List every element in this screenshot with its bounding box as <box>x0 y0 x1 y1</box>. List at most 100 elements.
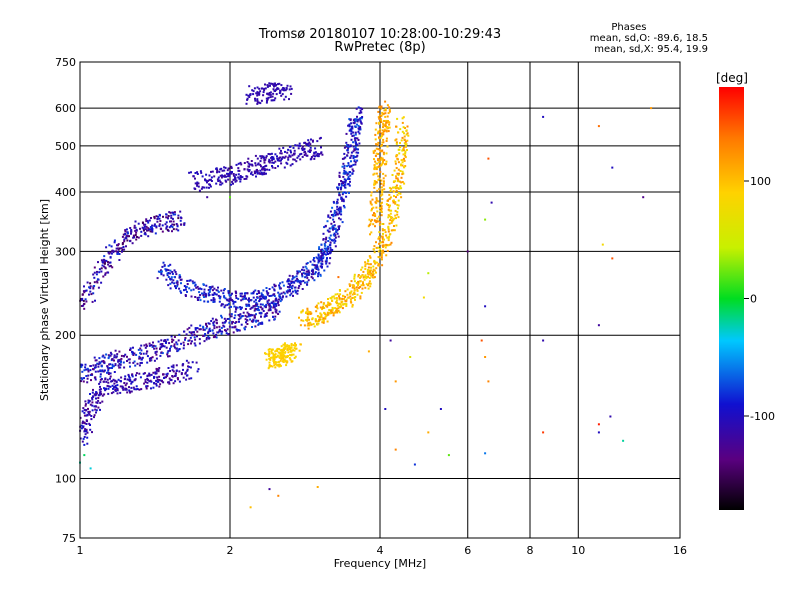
echo-point <box>191 280 194 283</box>
echo-point <box>296 279 299 282</box>
echo-point <box>274 284 277 287</box>
echo-point <box>354 125 357 128</box>
echo-point <box>346 293 349 296</box>
echo-point <box>355 151 358 154</box>
echo-point <box>162 215 164 218</box>
echo-point <box>210 320 213 322</box>
echo-point <box>364 263 367 266</box>
echo-point <box>224 166 227 169</box>
echo-point <box>404 127 406 129</box>
echo-point <box>342 175 345 178</box>
echo-point <box>182 341 185 344</box>
echo-point <box>167 367 170 369</box>
echo-point <box>291 287 293 290</box>
echo-point <box>320 301 323 304</box>
echo-point <box>96 362 99 365</box>
echo-point <box>167 269 170 272</box>
echo-point <box>378 256 381 259</box>
echo-point <box>331 307 334 310</box>
echo-point <box>299 324 302 327</box>
echo-point <box>377 141 380 144</box>
echo-point <box>276 355 279 358</box>
echo-point <box>376 143 379 146</box>
echo-point <box>107 385 110 388</box>
echo-point <box>359 109 362 112</box>
echo-point <box>257 101 260 104</box>
echo-point <box>283 89 285 92</box>
echo-point <box>350 160 352 163</box>
echo-point <box>175 228 178 231</box>
echo-point <box>259 160 262 163</box>
echo-point <box>228 325 231 328</box>
echo-point <box>345 132 348 135</box>
echo-point <box>304 265 307 268</box>
echo-point <box>373 212 375 215</box>
echo-point <box>388 206 391 209</box>
echo-point <box>325 262 328 265</box>
echo-point <box>128 361 131 364</box>
echo-point <box>382 151 385 154</box>
echo-point <box>92 273 95 276</box>
echo-point <box>264 83 266 86</box>
echo-point <box>241 295 244 298</box>
echo-point <box>176 281 179 284</box>
echo-point <box>341 199 344 202</box>
echo-point <box>193 336 196 339</box>
echo-point <box>198 189 201 192</box>
echo-point <box>135 238 138 241</box>
echo-point <box>82 437 85 440</box>
echo-point <box>381 228 384 231</box>
echo-point <box>347 296 350 299</box>
echo-point <box>265 296 267 299</box>
echo-point <box>285 364 288 367</box>
echo-point <box>337 309 340 312</box>
echo-point <box>94 299 96 302</box>
echo-point <box>338 194 341 197</box>
echo-point <box>317 315 320 318</box>
echo-point <box>309 323 312 326</box>
echo-point <box>259 155 262 158</box>
echo-point <box>273 99 276 102</box>
echo-point <box>380 252 383 255</box>
echo-point <box>143 344 146 347</box>
echo-point <box>93 416 95 419</box>
echo-point <box>321 321 324 324</box>
echo-point <box>246 319 249 322</box>
echo-point <box>309 143 312 146</box>
echo-point <box>376 210 379 213</box>
echo-point <box>335 297 338 299</box>
echo-point <box>249 314 252 317</box>
echo-point <box>158 224 161 227</box>
echo-point <box>395 142 398 145</box>
echo-point <box>309 260 312 263</box>
echo-point <box>145 345 148 348</box>
echo-point <box>130 229 133 231</box>
echo-point <box>266 92 269 95</box>
echo-point <box>121 242 124 244</box>
echo-point <box>329 234 332 237</box>
echo-point <box>171 375 174 378</box>
echo-point <box>306 154 309 157</box>
echo-point <box>173 276 176 278</box>
echo-point <box>339 293 342 296</box>
echo-point <box>118 253 121 255</box>
echo-point <box>245 315 248 318</box>
echo-point <box>247 299 250 301</box>
echo-point <box>126 235 129 238</box>
echo-point <box>376 162 379 165</box>
echo-point <box>402 153 405 156</box>
echo-point <box>216 170 219 173</box>
echo-point <box>240 323 243 326</box>
echo-point <box>346 165 349 168</box>
echo-point <box>380 186 383 189</box>
plot-frame <box>79 61 681 539</box>
echo-point <box>317 275 319 278</box>
echo-point <box>233 326 236 329</box>
echo-point <box>128 375 130 378</box>
echo-point <box>364 265 367 268</box>
echo-point <box>650 107 653 110</box>
echo-point <box>278 147 281 150</box>
echo-point <box>115 247 118 250</box>
echo-point <box>357 151 360 154</box>
echo-point <box>146 350 148 353</box>
